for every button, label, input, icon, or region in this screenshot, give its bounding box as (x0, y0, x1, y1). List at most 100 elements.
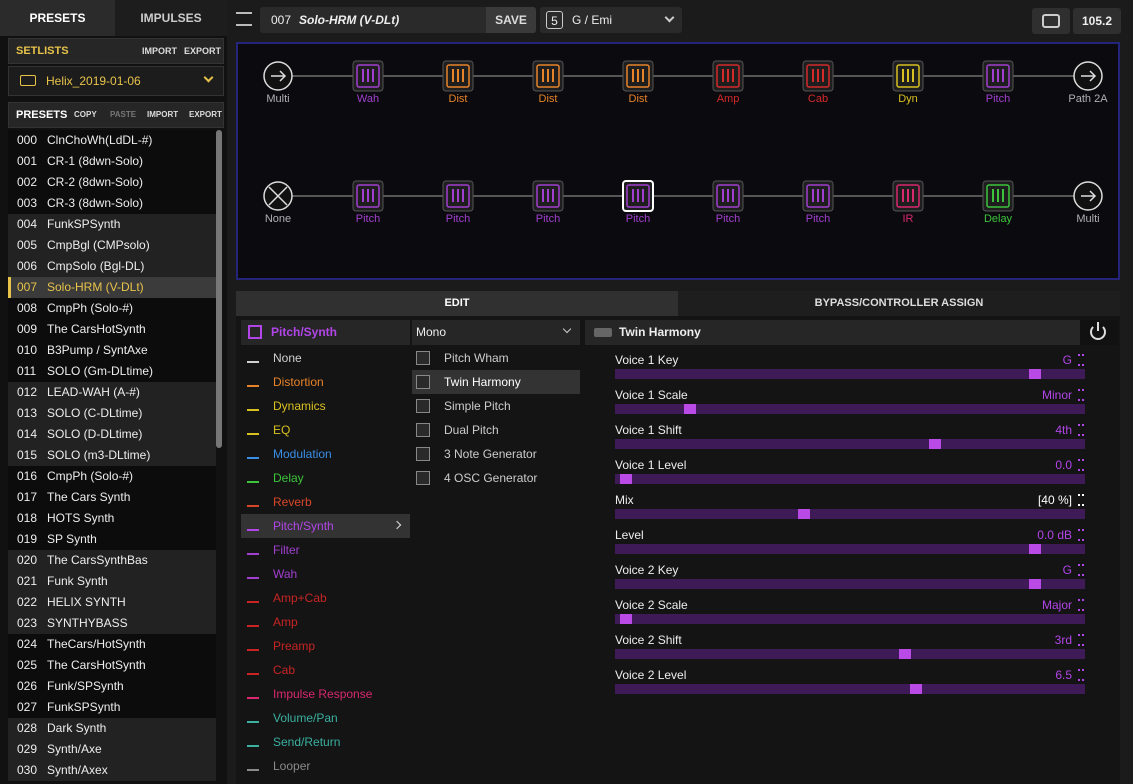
preset-row[interactable] (8, 613, 216, 634)
action[interactable]: COPY (74, 110, 97, 119)
category-row[interactable] (241, 514, 410, 538)
preset-row[interactable] (8, 319, 216, 340)
category-label[interactable]: Delay (273, 471, 304, 485)
tab[interactable]: IMPULSES (115, 0, 227, 36)
action[interactable]: IMPORT (147, 110, 179, 119)
slider-knob[interactable] (683, 404, 696, 414)
slider-knob[interactable] (1029, 544, 1042, 554)
tempo[interactable]: 105.2 (1073, 8, 1121, 34)
preset-row[interactable] (8, 466, 216, 487)
category-label[interactable]: Pitch/Synth (273, 519, 334, 533)
slider-track[interactable] (615, 544, 1085, 554)
category-label[interactable]: Filter (273, 543, 300, 557)
param-value[interactable]: [40 %] (1037, 493, 1072, 507)
slider-knob[interactable] (910, 684, 923, 694)
slider-knob[interactable] (1029, 579, 1042, 589)
save-button[interactable]: SAVE (486, 7, 536, 33)
preset-row[interactable] (8, 172, 216, 193)
preset-row[interactable] (8, 550, 216, 571)
model-filter-bg[interactable] (412, 320, 580, 345)
param-value[interactable]: 6.5 (1055, 668, 1072, 682)
param-value[interactable]: 3rd (1054, 633, 1072, 647)
slider-knob[interactable] (898, 649, 911, 659)
preset-row[interactable] (8, 592, 216, 613)
tab[interactable]: EDIT (236, 291, 678, 316)
slider-track[interactable] (615, 369, 1085, 379)
preset-row[interactable] (8, 634, 216, 655)
model-label[interactable]: Dual Pitch (444, 423, 499, 437)
preset-row[interactable] (8, 130, 216, 151)
category-label[interactable]: Looper (273, 759, 311, 773)
category-label[interactable]: Reverb (273, 495, 312, 509)
preset-row[interactable] (8, 298, 216, 319)
preset-row[interactable] (8, 718, 216, 739)
scrollbar[interactable] (216, 130, 222, 448)
preset-row[interactable] (8, 382, 216, 403)
slider-knob[interactable] (619, 614, 632, 624)
slider-knob[interactable] (1029, 369, 1042, 379)
category-label[interactable]: None (273, 351, 302, 365)
category-label[interactable]: Volume/Pan (273, 711, 338, 725)
preset-row[interactable] (8, 235, 216, 256)
preset-row[interactable] (8, 403, 216, 424)
category-label[interactable]: Amp (273, 615, 298, 629)
model-label[interactable]: Pitch Wham (444, 351, 509, 365)
model-label[interactable]: 3 Note Generator (444, 447, 537, 461)
stepper[interactable] (1078, 459, 1084, 471)
category-label[interactable]: Impulse Response (273, 687, 373, 701)
preset-row[interactable] (8, 151, 216, 172)
preset-row[interactable] (8, 529, 216, 550)
preset-row[interactable] (8, 697, 216, 718)
param-value[interactable]: 4th (1055, 423, 1072, 437)
preset-row[interactable] (8, 214, 216, 235)
slider-track[interactable] (615, 614, 1085, 624)
slider-knob[interactable] (928, 439, 941, 449)
slider-knob[interactable] (798, 509, 811, 519)
action[interactable]: IMPORT (142, 46, 177, 56)
preset-row[interactable] (8, 361, 216, 382)
category-label[interactable]: Distortion (273, 375, 324, 389)
stepper[interactable] (1078, 354, 1084, 366)
preset-row[interactable] (8, 340, 216, 361)
key-box[interactable] (540, 7, 682, 33)
param-value[interactable]: 0.0 dB (1037, 528, 1072, 542)
slider-track[interactable] (615, 684, 1085, 694)
action[interactable]: PASTE (110, 110, 137, 119)
action[interactable]: EXPORT (184, 46, 222, 56)
model-label[interactable]: Simple Pitch (444, 399, 511, 413)
model-label[interactable]: 4 OSC Generator (444, 471, 538, 485)
model-label[interactable]: Twin Harmony (444, 375, 521, 389)
slider-track[interactable] (615, 509, 1085, 519)
category-label[interactable]: Dynamics (273, 399, 326, 413)
model-row[interactable] (412, 370, 580, 394)
category-label[interactable]: Amp+Cab (273, 591, 327, 605)
category-label[interactable]: Cab (273, 663, 296, 677)
category-label[interactable]: Wah (273, 567, 298, 581)
stepper[interactable] (1078, 669, 1084, 681)
preset-row[interactable] (8, 739, 216, 760)
param-value[interactable]: 0.0 (1055, 458, 1072, 472)
category-label[interactable]: Preamp (273, 639, 316, 653)
param-value[interactable]: G (1062, 563, 1072, 577)
stepper[interactable] (1078, 389, 1084, 401)
category-label[interactable]: EQ (273, 423, 291, 437)
stepper[interactable] (1078, 529, 1084, 541)
stepper[interactable] (1078, 424, 1084, 436)
tab[interactable]: BYPASS/CONTROLLER ASSIGN (678, 291, 1120, 316)
setlist-dropdown[interactable] (8, 66, 224, 96)
preset-row[interactable] (8, 277, 216, 298)
preset-row[interactable] (8, 256, 216, 277)
camera-button[interactable] (1032, 8, 1070, 34)
preset-row[interactable] (8, 487, 216, 508)
toggle-icon[interactable] (236, 12, 252, 26)
slider-track[interactable] (615, 474, 1085, 484)
tab[interactable]: PRESETS (0, 0, 115, 36)
slider-track[interactable] (615, 579, 1085, 589)
param-value[interactable]: Minor (1041, 388, 1072, 402)
param-value[interactable]: G (1062, 353, 1072, 367)
preset-row[interactable] (8, 655, 216, 676)
action[interactable]: EXPORT (189, 110, 222, 119)
preset-row[interactable] (8, 445, 216, 466)
preset-row[interactable] (8, 676, 216, 697)
preset-row[interactable] (8, 424, 216, 445)
